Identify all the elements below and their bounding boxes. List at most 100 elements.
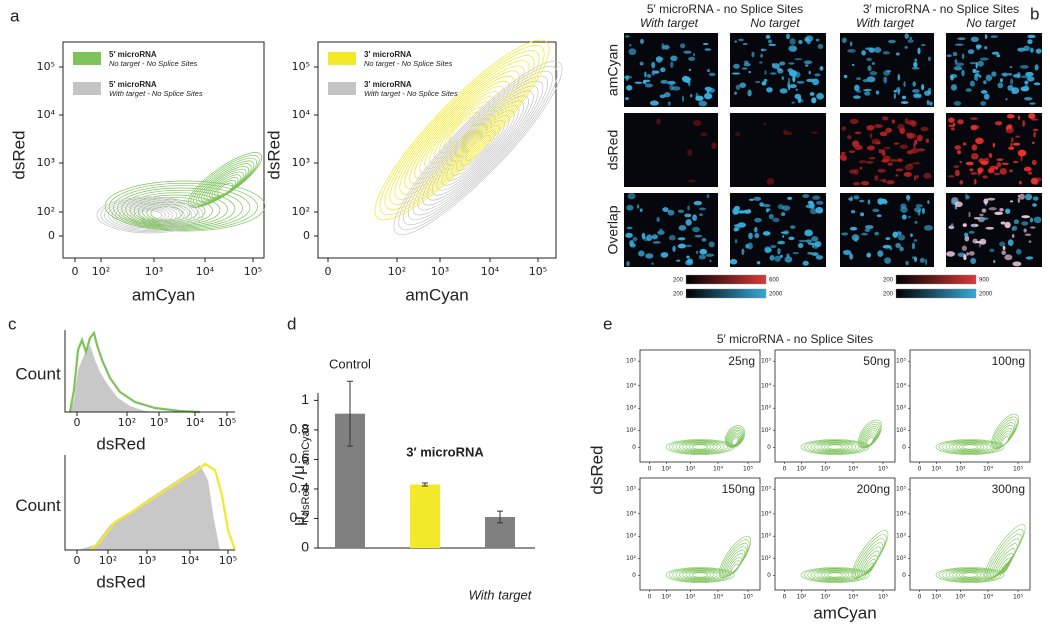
cell <box>701 237 707 242</box>
cell <box>1012 261 1022 267</box>
contours <box>96 152 266 234</box>
cell <box>1032 203 1037 207</box>
cell <box>873 47 882 53</box>
cell <box>897 73 901 81</box>
x-tick-label: 10² <box>661 466 672 473</box>
contour <box>827 444 843 450</box>
cell <box>864 91 871 96</box>
histogram-line <box>89 462 237 551</box>
contour <box>404 70 520 190</box>
cell <box>677 237 686 241</box>
cell <box>997 82 1004 89</box>
contours <box>665 536 752 583</box>
x-tick-label: 10⁵ <box>743 594 754 601</box>
micrograph <box>840 33 934 107</box>
cell <box>850 209 856 214</box>
x-tick-label: 10⁵ <box>218 416 236 429</box>
cell <box>895 243 902 248</box>
x-axis-label: amCyan <box>405 285 468 304</box>
cell <box>975 76 979 81</box>
group-title: 5′ microRNA - no Splice Sites <box>647 2 803 16</box>
cell <box>1024 193 1033 201</box>
cell <box>966 252 970 256</box>
cell <box>662 44 670 50</box>
y-tick-label: 10² <box>896 427 907 434</box>
legend-swatch <box>328 52 356 65</box>
micrograph <box>624 192 718 267</box>
cell <box>875 90 880 95</box>
cell <box>867 65 872 72</box>
x-tick-label: 10² <box>99 554 117 567</box>
legend-name: 5′ microRNA <box>109 80 157 89</box>
x-tick-label: 10³ <box>138 554 156 567</box>
x-tick-label: 10⁴ <box>481 265 500 278</box>
legend-name: 3′ microRNA <box>364 50 412 59</box>
cell <box>1034 64 1039 71</box>
cell <box>991 71 997 77</box>
cell <box>965 161 974 166</box>
contour <box>800 567 870 583</box>
cell <box>769 255 775 261</box>
y-axis-label: dsRed <box>9 130 28 179</box>
cell <box>984 46 988 50</box>
cell <box>841 126 847 131</box>
cell <box>707 69 710 73</box>
contour <box>962 572 978 578</box>
contour <box>104 180 266 232</box>
cell <box>642 79 647 85</box>
cell <box>1025 256 1034 260</box>
cell <box>996 162 1002 168</box>
cell <box>976 45 981 50</box>
cell <box>970 117 978 121</box>
cell <box>914 207 922 213</box>
cell <box>640 38 644 44</box>
cell <box>905 260 909 266</box>
cell <box>1002 245 1006 251</box>
cell <box>788 62 795 65</box>
cell <box>991 51 1000 55</box>
cell <box>954 43 964 46</box>
contour <box>729 432 741 447</box>
y-tick-label: 0 <box>303 229 310 242</box>
cell <box>977 169 981 176</box>
contour <box>804 439 866 455</box>
contour <box>672 440 728 454</box>
cell <box>891 119 896 124</box>
contour <box>412 80 544 216</box>
cell <box>809 202 815 209</box>
cell <box>677 243 687 249</box>
cell <box>792 75 796 83</box>
contour <box>104 199 196 231</box>
cell <box>866 124 875 131</box>
cell <box>660 67 666 73</box>
cell <box>841 232 849 236</box>
cell <box>917 148 926 152</box>
cell <box>759 61 763 64</box>
cell <box>842 249 852 255</box>
dose-label: 50ng <box>863 354 890 368</box>
y-tick-label: 10² <box>292 205 310 218</box>
cell <box>802 194 810 199</box>
cell <box>901 214 907 220</box>
cell <box>863 88 872 92</box>
cell <box>766 87 773 93</box>
contour <box>986 528 1024 580</box>
x-tick-label: 10³ <box>820 466 831 473</box>
cell <box>759 202 765 207</box>
cell <box>849 226 858 231</box>
cell <box>792 48 795 51</box>
contour <box>726 428 744 448</box>
cell <box>881 158 890 163</box>
legend-note: With target - No Splice Sites <box>364 89 458 98</box>
cell <box>804 64 809 67</box>
cell <box>803 60 813 65</box>
cell <box>1020 154 1023 162</box>
contour <box>424 91 500 169</box>
cell <box>967 49 975 55</box>
x-tick-label: 0 <box>325 265 332 278</box>
cell <box>900 203 907 209</box>
cell <box>887 70 892 73</box>
cell <box>698 213 704 216</box>
cell <box>893 89 897 93</box>
cell <box>854 168 859 175</box>
